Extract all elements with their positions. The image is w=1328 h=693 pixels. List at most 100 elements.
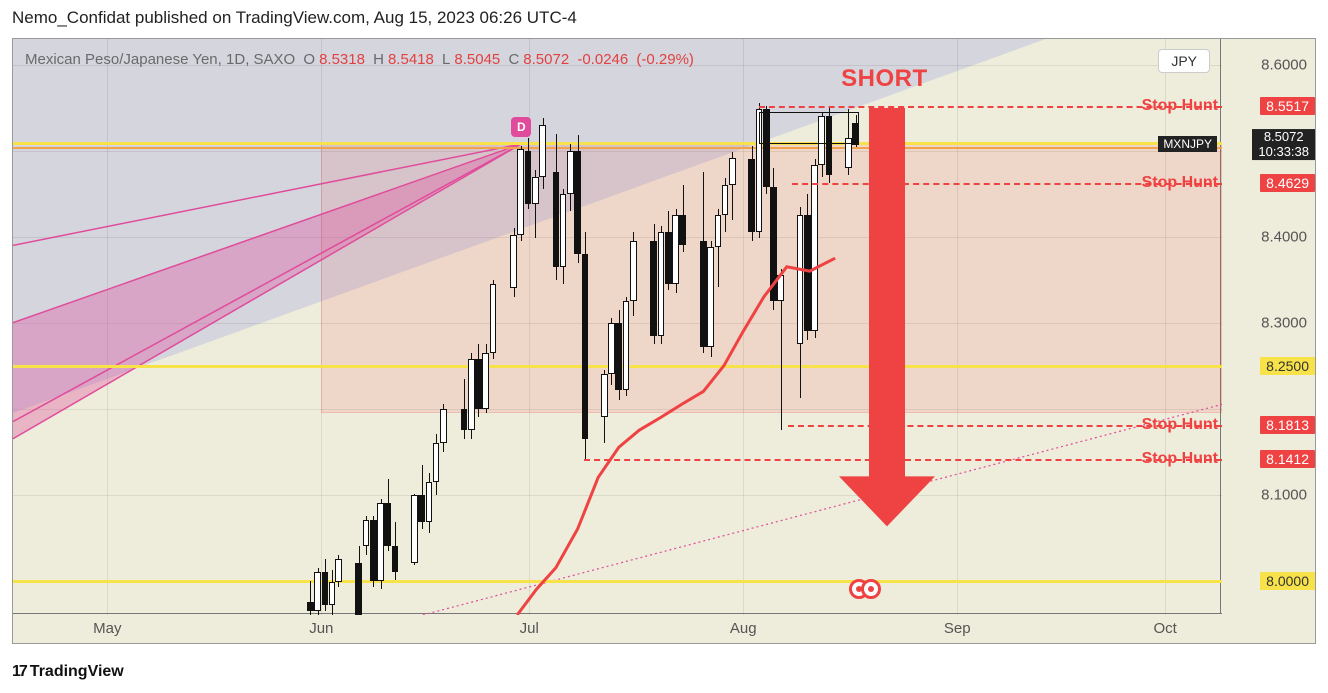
candle[interactable] bbox=[672, 215, 679, 284]
candle[interactable] bbox=[715, 215, 722, 247]
symbol-info: Mexican Peso/Japanese Yen, 1D, SAXO O8.5… bbox=[25, 51, 694, 68]
candle[interactable] bbox=[615, 323, 622, 390]
candle[interactable] bbox=[377, 503, 384, 580]
current-price-label: 8.507210:33:38 bbox=[1252, 129, 1315, 161]
candle[interactable] bbox=[539, 125, 546, 177]
logo-icon: 17 bbox=[12, 663, 26, 680]
y-tick-label: 8.3000 bbox=[1261, 314, 1307, 331]
chart-container[interactable]: Stop HuntStop HuntStop HuntStop Hunt SHO… bbox=[12, 38, 1316, 644]
candle[interactable] bbox=[679, 215, 686, 245]
candle[interactable] bbox=[567, 151, 574, 194]
candle[interactable] bbox=[582, 254, 589, 439]
candle[interactable] bbox=[307, 602, 314, 611]
candle[interactable] bbox=[314, 572, 321, 611]
candle[interactable] bbox=[490, 284, 497, 353]
broker: SAXO bbox=[254, 51, 296, 68]
candle[interactable] bbox=[363, 520, 370, 546]
candle[interactable] bbox=[426, 482, 433, 522]
candle[interactable] bbox=[630, 241, 637, 301]
candle[interactable] bbox=[329, 582, 336, 604]
x-tick-label: Jun bbox=[309, 620, 333, 637]
candle[interactable] bbox=[811, 165, 818, 332]
x-tick-label: May bbox=[93, 620, 121, 637]
interval: 1D bbox=[226, 51, 245, 68]
price-label: 8.1412 bbox=[1260, 450, 1315, 468]
candle[interactable] bbox=[335, 559, 342, 582]
x-tick-label: Aug bbox=[730, 620, 757, 637]
candle[interactable] bbox=[532, 177, 539, 205]
candle[interactable] bbox=[384, 503, 391, 546]
candle[interactable] bbox=[777, 275, 784, 301]
candle[interactable] bbox=[748, 159, 755, 232]
candle[interactable] bbox=[433, 443, 440, 482]
candle[interactable] bbox=[475, 359, 482, 409]
y-tick-label: 8.4000 bbox=[1261, 228, 1307, 245]
candle[interactable] bbox=[601, 374, 608, 417]
publish-header: Nemo_Confidat published on TradingView.c… bbox=[12, 8, 577, 28]
high-value: 8.5418 bbox=[388, 51, 434, 68]
y-tick-label: 8.1000 bbox=[1261, 486, 1307, 503]
price-label: 8.2500 bbox=[1260, 357, 1315, 375]
candle[interactable] bbox=[729, 158, 736, 186]
x-tick-label: Oct bbox=[1154, 620, 1177, 637]
stop-hunt-label: Stop Hunt bbox=[1142, 174, 1218, 192]
candle[interactable] bbox=[770, 187, 777, 301]
target-icon bbox=[861, 579, 881, 599]
x-axis: May Jun Jul Aug Sep Oct bbox=[13, 613, 1222, 643]
y-tick-label: 8.6000 bbox=[1261, 56, 1307, 73]
stop-hunt-label: Stop Hunt bbox=[1142, 416, 1218, 434]
candle[interactable] bbox=[804, 215, 811, 331]
low-label: L bbox=[442, 51, 450, 68]
candle[interactable] bbox=[517, 149, 524, 235]
open-value: 8.5318 bbox=[319, 51, 365, 68]
stop-hunt-label: Stop Hunt bbox=[1142, 450, 1218, 468]
price-label: 8.4629 bbox=[1260, 174, 1315, 192]
price-label: 8.0000 bbox=[1260, 572, 1315, 590]
short-label: SHORT bbox=[841, 65, 928, 93]
candle[interactable] bbox=[553, 172, 560, 267]
candle[interactable] bbox=[392, 546, 399, 572]
x-tick-label: Sep bbox=[944, 620, 971, 637]
x-tick-label: Jul bbox=[520, 620, 539, 637]
change-value: -0.0246 bbox=[577, 51, 628, 68]
price-label: 8.5517 bbox=[1260, 97, 1315, 115]
candle[interactable] bbox=[574, 151, 581, 254]
candle[interactable] bbox=[700, 241, 707, 347]
author: Nemo_Confidat bbox=[12, 8, 130, 27]
y-axis: 8.6000 8.4000 8.3000 8.1000 8.5517 8.4629 8.25… bbox=[1220, 39, 1315, 613]
candle[interactable] bbox=[461, 409, 468, 430]
open-label: O bbox=[303, 51, 315, 68]
candle[interactable] bbox=[510, 235, 517, 288]
candle[interactable] bbox=[650, 241, 657, 336]
candle[interactable] bbox=[322, 572, 329, 605]
low-value: 8.5045 bbox=[454, 51, 500, 68]
candle[interactable] bbox=[560, 194, 567, 267]
candle[interactable] bbox=[608, 323, 615, 375]
publish-text: published on TradingView.com, Aug 15, 20… bbox=[135, 8, 577, 27]
candle[interactable] bbox=[482, 353, 489, 409]
candle[interactable] bbox=[797, 215, 804, 344]
d-badge-icon: D bbox=[511, 117, 531, 137]
candle[interactable] bbox=[411, 495, 418, 564]
symbol-tag: MXNJPY bbox=[1158, 136, 1217, 152]
close-label: C bbox=[508, 51, 519, 68]
currency-badge[interactable]: JPY bbox=[1158, 49, 1210, 73]
candle[interactable] bbox=[440, 409, 447, 443]
candle[interactable] bbox=[418, 495, 425, 523]
candle[interactable] bbox=[722, 185, 729, 215]
pair-name: Mexican Peso/Japanese Yen bbox=[25, 51, 218, 68]
close-value: 8.5072 bbox=[523, 51, 569, 68]
candle[interactable] bbox=[623, 301, 630, 390]
candle[interactable] bbox=[707, 247, 714, 347]
price-label: 8.1813 bbox=[1260, 416, 1315, 434]
candle[interactable] bbox=[355, 563, 362, 615]
candle[interactable] bbox=[525, 151, 532, 204]
change-pct: (-0.29%) bbox=[636, 51, 694, 68]
candle[interactable] bbox=[468, 359, 475, 430]
candle[interactable] bbox=[665, 232, 672, 284]
candle[interactable] bbox=[370, 520, 377, 580]
brand-name: TradingView bbox=[30, 663, 124, 680]
plot-area[interactable]: Stop HuntStop HuntStop HuntStop Hunt SHO… bbox=[13, 39, 1222, 615]
candle[interactable] bbox=[658, 232, 665, 335]
high-label: H bbox=[373, 51, 384, 68]
